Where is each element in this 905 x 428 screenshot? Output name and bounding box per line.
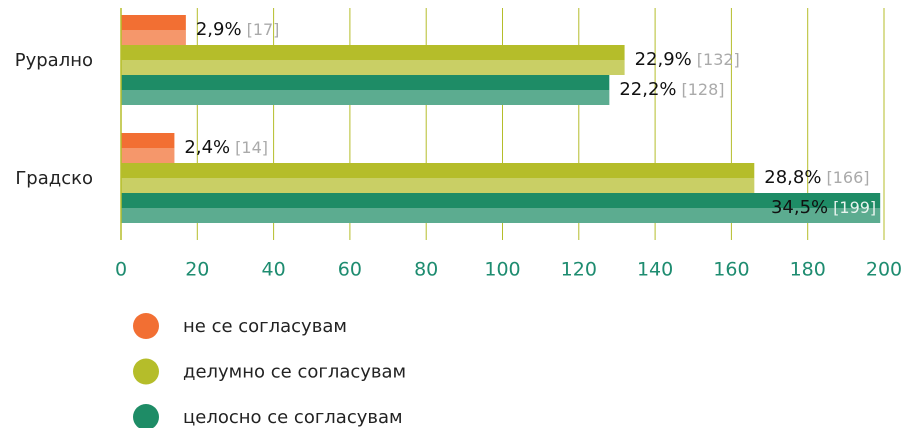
- x-tick-label: 80: [414, 259, 438, 281]
- bar: [121, 75, 610, 105]
- y-tick-label: Рурално: [15, 50, 93, 71]
- percent-label: 28,8%: [764, 167, 821, 188]
- count-label: [17]: [247, 20, 280, 39]
- percent-label: 2,4%: [184, 137, 230, 158]
- bar-shade: [121, 148, 175, 163]
- x-tick-label: 40: [262, 259, 286, 281]
- bar: [121, 163, 755, 193]
- percent-label: 22,9%: [635, 49, 692, 70]
- percent-label: 22,2%: [619, 79, 676, 100]
- count-label: [166]: [826, 168, 869, 187]
- x-tick-label: 140: [637, 259, 673, 281]
- data-label: 2,9% [17]: [196, 19, 280, 40]
- x-tick-label: 20: [185, 259, 209, 281]
- data-label: 22,9% [132]: [635, 49, 740, 70]
- y-tick-label: Градско: [15, 168, 93, 189]
- x-tick-label: 60: [338, 259, 362, 281]
- x-tick-label: 120: [561, 259, 597, 281]
- bar-shade: [121, 90, 610, 105]
- legend-swatch: [133, 404, 159, 428]
- legend-label: не се согласувам: [183, 316, 347, 337]
- count-label: [128]: [682, 80, 725, 99]
- legend-swatch: [133, 313, 159, 339]
- bar: [121, 193, 881, 223]
- data-label: 2,4% [14]: [184, 137, 268, 158]
- bar-shade: [121, 208, 881, 223]
- bar: [121, 133, 175, 163]
- bar: [121, 45, 625, 75]
- count-label: [199]: [833, 198, 876, 217]
- bar: [121, 15, 186, 45]
- count-label: [14]: [235, 138, 268, 157]
- x-tick-label: 0: [115, 259, 127, 281]
- data-label: 22,2% [128]: [619, 79, 724, 100]
- data-label: 34,5% [199]: [771, 197, 876, 218]
- x-tick-label: 200: [866, 259, 902, 281]
- legend-label: делумно се согласувам: [183, 362, 406, 383]
- x-tick-label: 100: [484, 259, 520, 281]
- bar-shade: [121, 60, 625, 75]
- percent-label: 34,5%: [771, 197, 828, 218]
- count-label: [132]: [697, 50, 740, 69]
- legend-label: целосно се согласувам: [183, 407, 403, 428]
- percent-label: 2,9%: [196, 19, 242, 40]
- data-label: 28,8% [166]: [764, 167, 869, 188]
- bar-shade: [121, 30, 186, 45]
- x-tick-label: 160: [713, 259, 749, 281]
- x-tick-label: 180: [790, 259, 826, 281]
- bar-shade: [121, 178, 755, 193]
- legend-swatch: [133, 358, 159, 385]
